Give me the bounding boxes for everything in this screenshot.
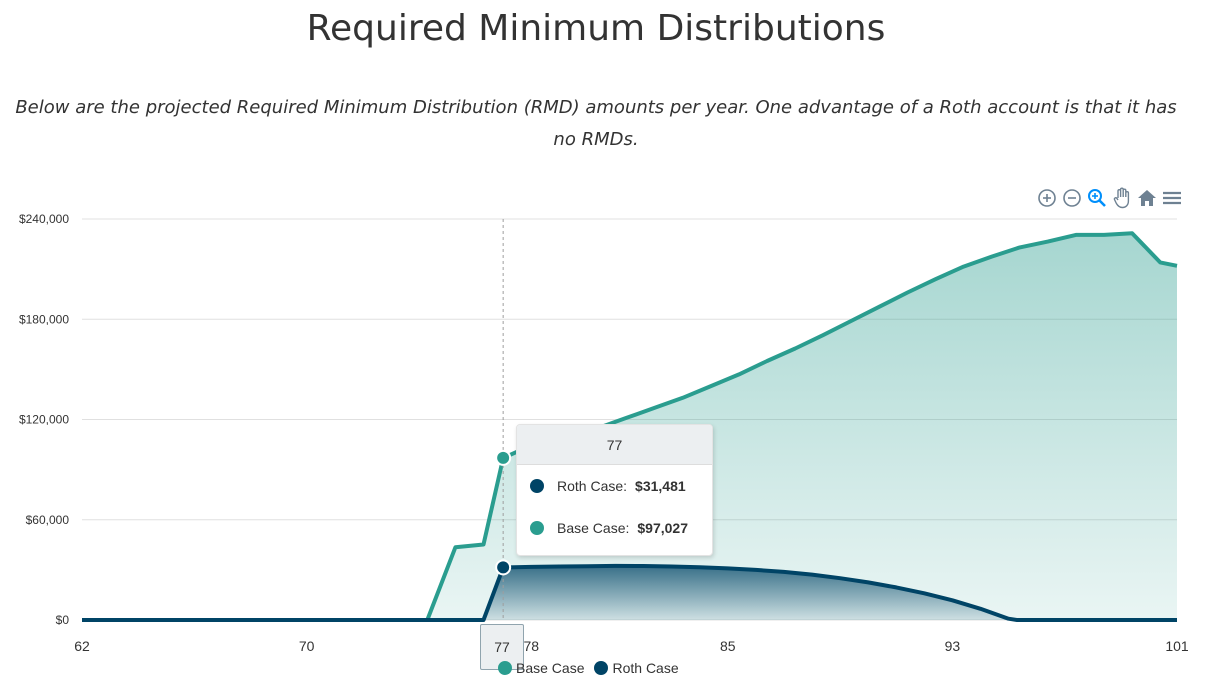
x-tick-label: 85 [720, 638, 736, 654]
chart-toolbar [1034, 186, 1184, 210]
tooltip-title: 77 [517, 425, 712, 465]
legend-roth-label: Roth Case [612, 660, 679, 676]
area-roth-case [82, 565, 1177, 620]
tooltip-roth-marker [530, 479, 544, 493]
tooltip-roth-value: $31,481 [635, 478, 686, 494]
x-axis-hover-label: 77 [480, 624, 524, 670]
y-tick-label: $240,000 [19, 212, 69, 226]
page-subtitle: Below are the projected Required Minimum… [15, 97, 1177, 150]
chart-tooltip: 77 Roth Case: $31,481 Base Case: $97,027 [516, 424, 713, 556]
hover-marker-roth-case [495, 559, 512, 576]
chart-legend: Base Case Roth Case [498, 660, 689, 676]
y-tick-label: $0 [56, 613, 70, 627]
x-tick-label: 93 [945, 638, 961, 654]
y-tick-label: $60,000 [26, 513, 70, 527]
x-tick-label: 78 [523, 638, 539, 654]
line-roth-case [82, 563, 1177, 622]
tooltip-roth-label: Roth Case: [557, 478, 628, 494]
tooltip-base-value: $97,027 [637, 520, 688, 536]
legend-item-roth-case[interactable]: Roth Case [594, 660, 679, 676]
zoom-out-icon[interactable] [1059, 186, 1084, 210]
x-tick-label: 101 [1165, 638, 1189, 654]
tooltip-base-label: Base Case: [557, 520, 630, 536]
x-tick-label: 70 [299, 638, 315, 654]
legend-roth-marker [594, 661, 609, 675]
reset-home-icon[interactable] [1134, 186, 1159, 210]
zoom-in-icon[interactable] [1034, 186, 1059, 210]
tooltip-row-roth: Roth Case: $31,481 [517, 465, 712, 507]
tooltip-row-base: Base Case: $97,027 [517, 507, 712, 549]
y-tick-label: $180,000 [19, 312, 69, 326]
y-tick-label: $120,000 [19, 413, 69, 427]
x-tick-label: 62 [74, 638, 90, 654]
menu-icon[interactable] [1159, 186, 1184, 210]
tooltip-base-marker [530, 521, 544, 535]
legend-item-base-case[interactable]: Base Case [498, 660, 584, 676]
page-title: Required Minimum Distributions [306, 8, 886, 49]
hover-marker-base-case [495, 449, 512, 466]
selection-zoom-icon[interactable] [1084, 186, 1109, 210]
legend-base-label: Base Case [516, 660, 585, 676]
pan-hand-icon[interactable] [1109, 186, 1134, 210]
legend-base-marker [498, 661, 512, 675]
